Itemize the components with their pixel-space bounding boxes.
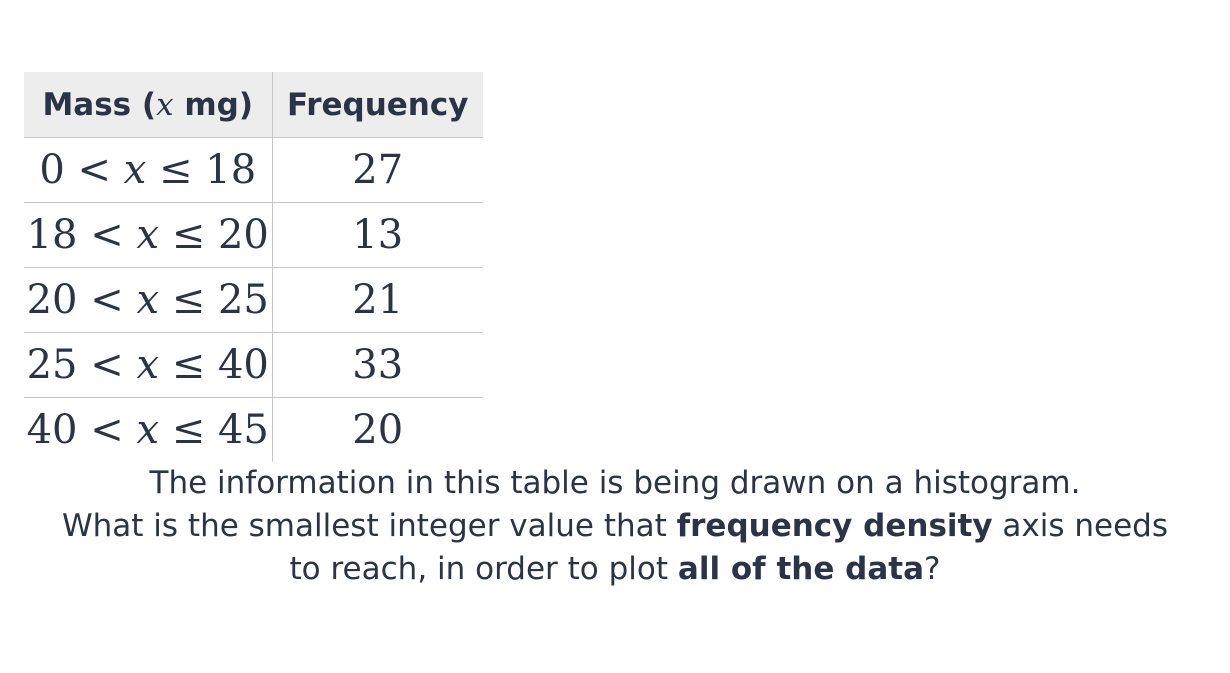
mass-header-suffix: mg) — [173, 86, 254, 123]
table-header-row: Mass (x mg) Frequency — [24, 72, 483, 138]
less-than-symbol: < — [77, 342, 137, 388]
interval-lower-bound: 25 — [26, 342, 78, 388]
interval-upper-bound: 25 — [217, 277, 269, 323]
mass-variable: x — [136, 212, 160, 258]
mass-interval-cell: 0 < x ≤ 18 — [24, 137, 273, 203]
less-or-equal-symbol: ≤ — [159, 407, 218, 453]
table-row: 25 < x ≤ 40 33 — [24, 332, 483, 398]
table-row: 18 < x ≤ 20 13 — [24, 202, 483, 268]
frequency-cell: 13 — [272, 202, 483, 268]
all-of-the-data-emphasis: all of the data — [677, 551, 924, 587]
interval-lower-bound: 18 — [26, 212, 78, 258]
mass-variable: x — [136, 342, 160, 388]
frequency-cell: 20 — [352, 407, 404, 453]
frequency-column-header: Frequency — [272, 72, 483, 138]
less-than-symbol: < — [77, 407, 137, 453]
less-than-symbol: < — [64, 147, 124, 193]
mass-variable: x — [123, 147, 147, 193]
interval-lower-bound: 40 — [26, 407, 78, 453]
question-line-2-end: axis needs — [992, 508, 1168, 544]
question-line-2-start: What is the smallest integer value that — [62, 508, 677, 544]
less-or-equal-symbol: ≤ — [159, 277, 218, 323]
question-text: The information in this table is being d… — [0, 462, 1230, 591]
less-than-symbol: < — [77, 212, 137, 258]
less-or-equal-symbol: ≤ — [146, 147, 206, 193]
less-or-equal-symbol: ≤ — [159, 342, 218, 388]
mass-variable: x — [136, 277, 160, 323]
mass-interval-cell: 20 < x ≤ 25 — [24, 267, 273, 333]
mass-interval-cell: 40 < x ≤ 45 — [24, 397, 273, 462]
mass-header-variable: x — [156, 86, 174, 123]
mass-column-header: Mass (x mg) — [24, 72, 273, 138]
less-than-symbol: < — [77, 277, 137, 323]
interval-lower-bound: 0 — [39, 147, 65, 193]
interval-upper-bound: 20 — [217, 212, 269, 258]
frequency-cell: 33 — [272, 332, 483, 398]
mass-interval-cell: 25 < x ≤ 40 — [24, 332, 273, 398]
frequency-density-emphasis: frequency density — [676, 508, 993, 544]
frequency-cell: 27 — [272, 137, 483, 203]
table-row: 0 < x ≤ 18 27 — [24, 137, 483, 203]
mass-variable: x — [136, 407, 160, 453]
question-line-1: The information in this table is being d… — [149, 465, 1081, 501]
question-mark: ? — [924, 551, 941, 587]
interval-upper-bound: 40 — [217, 342, 269, 388]
interval-lower-bound: 20 — [26, 277, 78, 323]
question-line-3: to reach, in order to plot all of the da… — [0, 548, 1230, 591]
table-row: 20 < x ≤ 25 21 — [24, 267, 483, 333]
table-row: 40 < x ≤ 45 20 — [24, 397, 483, 462]
mass-header-prefix: Mass ( — [42, 86, 157, 123]
question-line-2: What is the smallest integer value that … — [0, 505, 1230, 548]
interval-upper-bound: 18 — [205, 147, 257, 193]
less-or-equal-symbol: ≤ — [159, 212, 218, 258]
mass-interval-cell: 18 < x ≤ 20 — [24, 202, 273, 268]
frequency-cell: 21 — [272, 267, 483, 333]
question-line-3-start: to reach, in order to plot — [289, 551, 678, 587]
frequency-table: Mass (x mg) Frequency 0 < x ≤ 18 27 18 <… — [24, 72, 483, 462]
interval-upper-bound: 45 — [217, 407, 269, 453]
